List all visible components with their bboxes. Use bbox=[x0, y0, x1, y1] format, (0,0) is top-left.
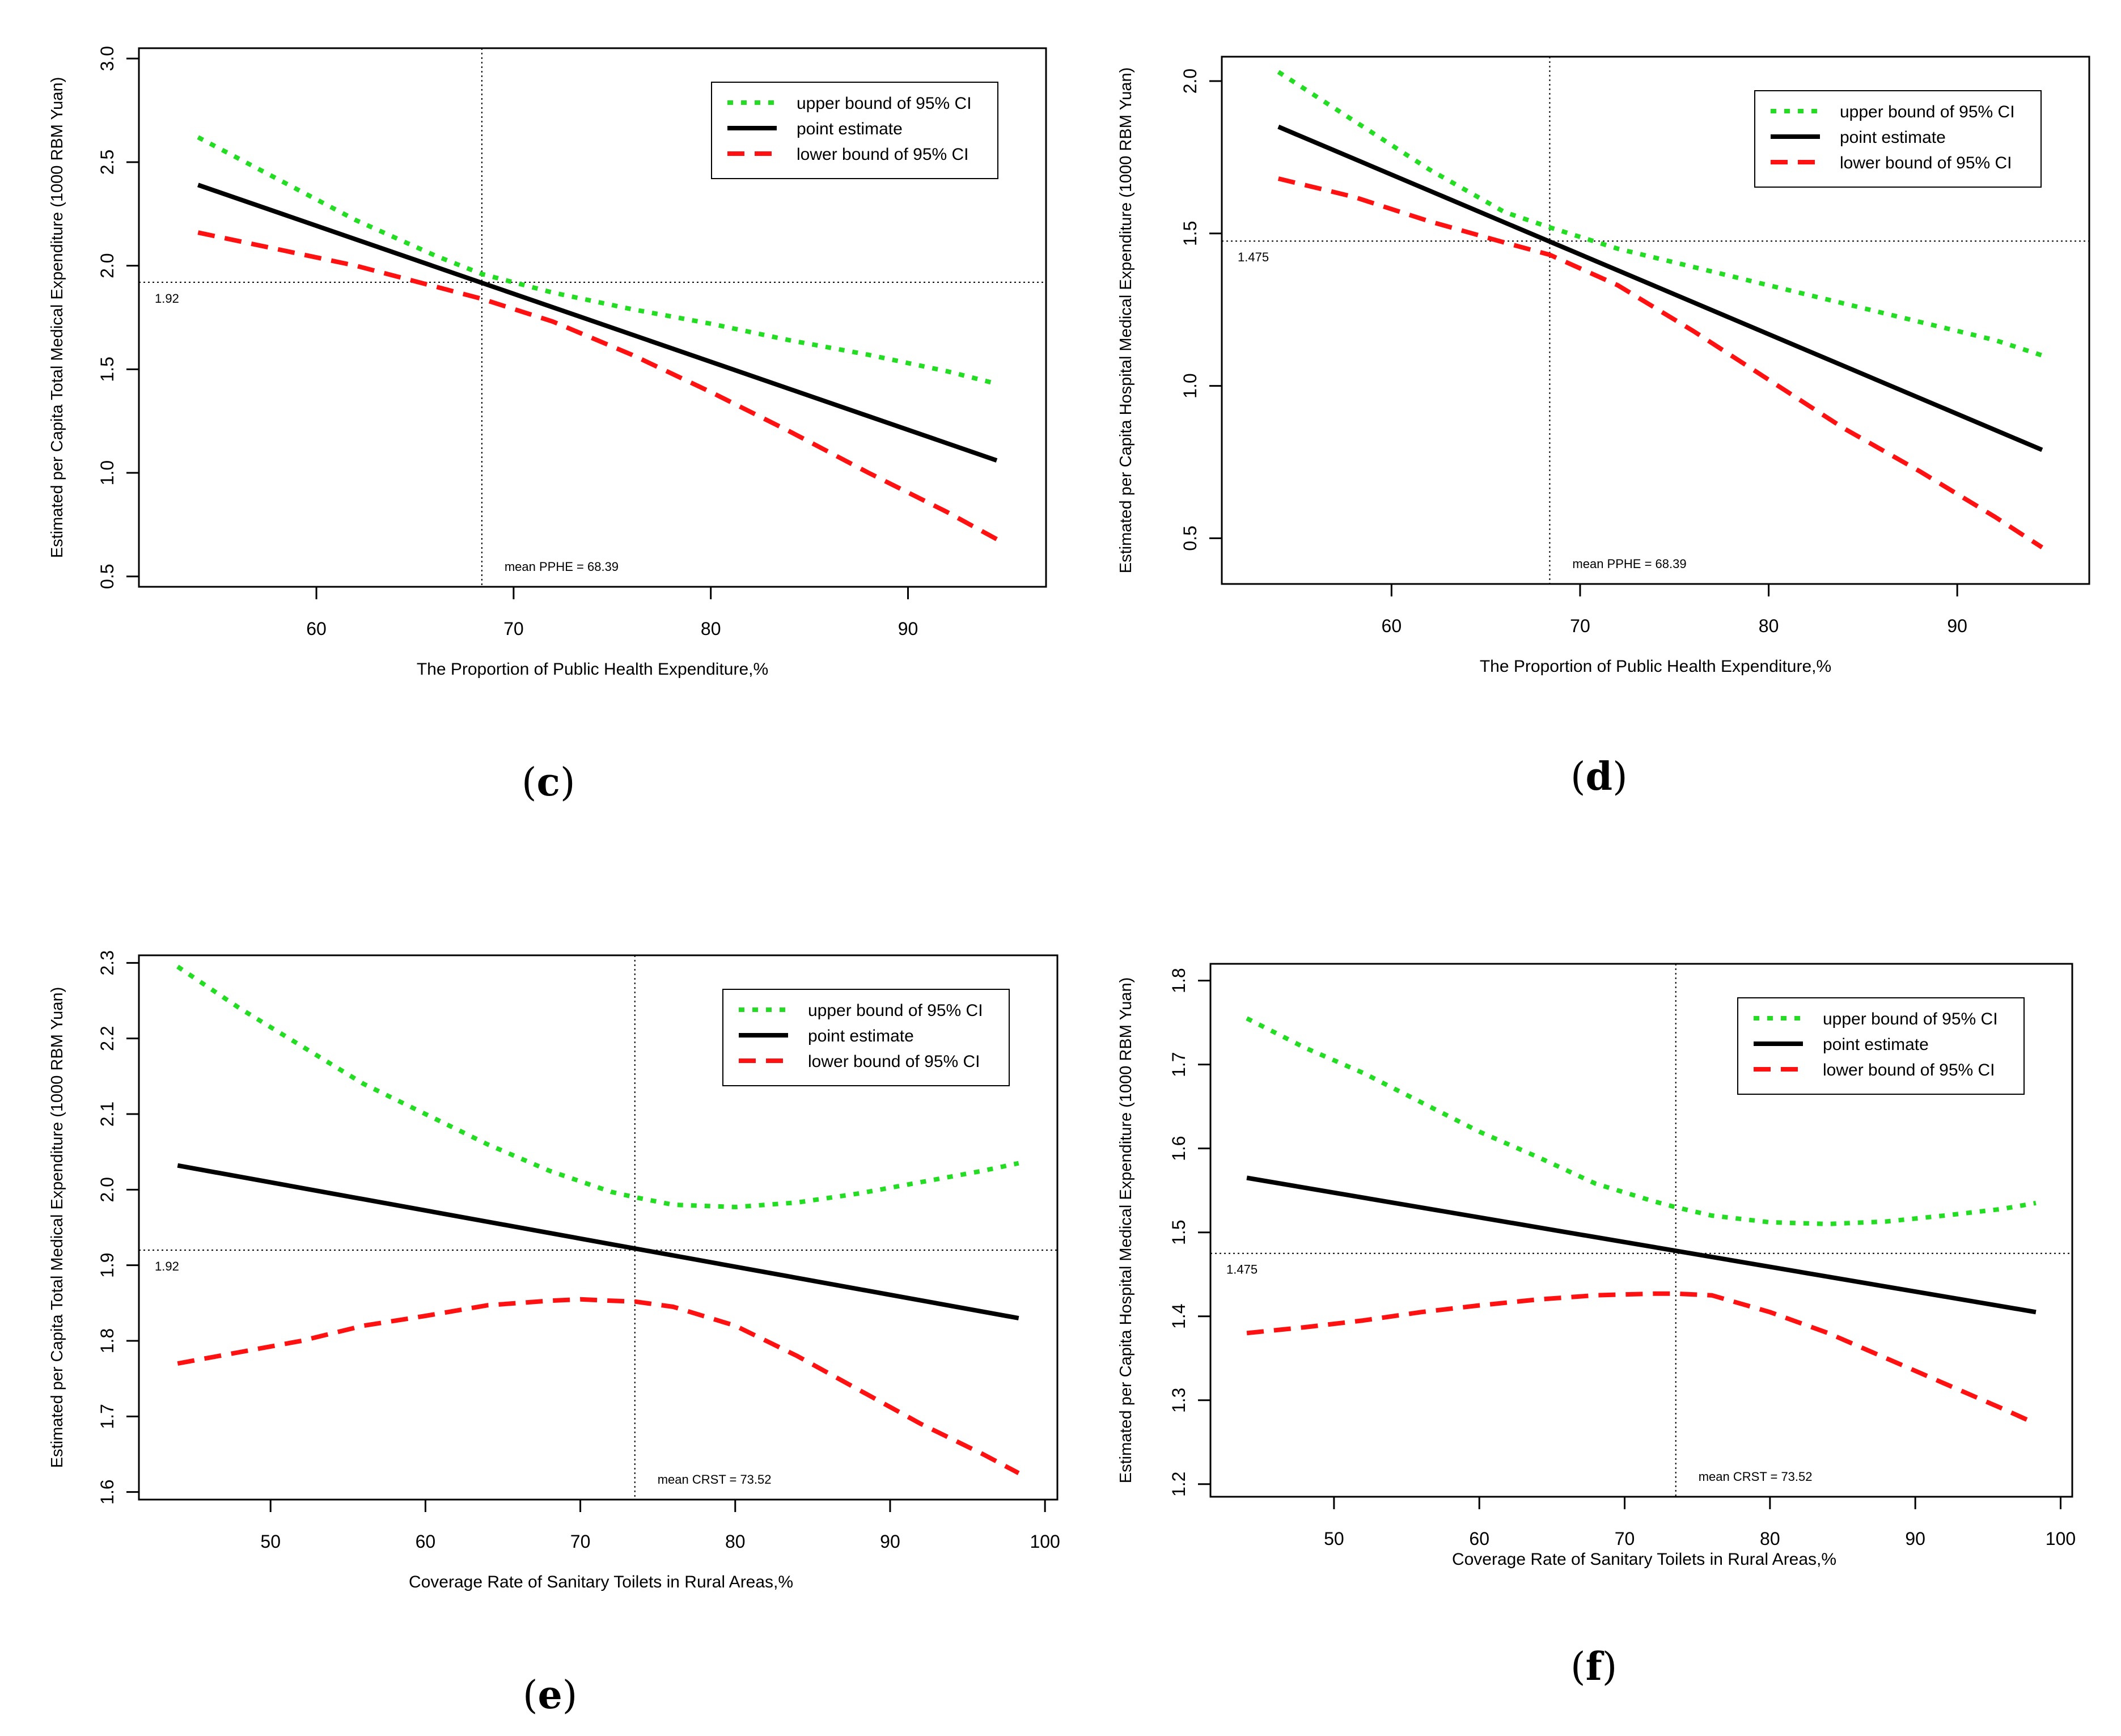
x-tick-label: 70 bbox=[1615, 1528, 1635, 1549]
x-tick-label: 90 bbox=[880, 1531, 900, 1552]
chart-d: 60 70 80 90 0.5 1.0 1.5 2.0 The Proportion of Pu… bbox=[1117, 56, 2090, 676]
value-reference-label: 1.92 bbox=[155, 1259, 179, 1273]
series-line-dotted bbox=[1246, 1016, 2037, 1226]
chart-f: 50 60 70 80 90 100 1.2 1.3 1.4 1.5 1.6 1.7 1.8 Covera… bbox=[1117, 963, 2076, 1569]
x-tick-label: 60 bbox=[306, 619, 327, 639]
y-tick-label: 1.3 bbox=[1169, 1388, 1189, 1413]
y-tick-label: 2.0 bbox=[97, 253, 117, 278]
y-tick-label: 1.8 bbox=[1169, 968, 1189, 993]
x-tick-label: 80 bbox=[725, 1531, 746, 1552]
legend-label: point estimate bbox=[797, 120, 903, 138]
x-axis-label: The Proportion of Public Health Expendit… bbox=[417, 660, 768, 679]
panel-label-f: (f) bbox=[1570, 1644, 1618, 1690]
y-tick-label: 1.7 bbox=[97, 1404, 117, 1429]
y-axis-label: Estimated per Capita Hospital Medical Ex… bbox=[1117, 977, 1135, 1484]
plot-frame bbox=[1209, 963, 2073, 1498]
y-tick-label: 2.5 bbox=[97, 150, 117, 175]
y-axis-label: Estimated per Capita Hospital Medical Ex… bbox=[1117, 67, 1135, 574]
y-tick-label: 1.7 bbox=[1169, 1052, 1189, 1077]
y-tick-label: 1.6 bbox=[1169, 1136, 1189, 1161]
series-line-dashed bbox=[1277, 176, 2043, 549]
y-tick-label: 2.0 bbox=[1180, 69, 1200, 94]
mean-reference-label: mean CRST = 73.52 bbox=[1699, 1470, 1813, 1484]
y-tick-label: 2.3 bbox=[97, 950, 117, 975]
y-tick-label: 1.5 bbox=[97, 357, 117, 382]
x-tick-label: 60 bbox=[416, 1531, 436, 1552]
series-line-dotted bbox=[1277, 70, 2043, 358]
x-axis-label: The Proportion of Public Health Expendit… bbox=[1480, 657, 1831, 676]
mean-reference-label: mean CRST = 73.52 bbox=[658, 1472, 772, 1487]
x-tick-label: 70 bbox=[503, 619, 524, 639]
legend-label: point estimate bbox=[1840, 128, 1946, 147]
mean-reference-label: mean PPHE = 68.39 bbox=[505, 560, 619, 574]
series-line-solid bbox=[1277, 124, 2043, 452]
series-line-solid bbox=[1246, 1175, 2037, 1315]
x-tick-label: 90 bbox=[898, 619, 918, 639]
panel-label-e: (e) bbox=[523, 1673, 578, 1718]
legend-label: lower bound of 95% CI bbox=[808, 1052, 980, 1071]
value-reference-label: 1.475 bbox=[1238, 250, 1269, 264]
x-axis-label: Coverage Rate of Sanitary Toilets in Rur… bbox=[1452, 1550, 1836, 1569]
value-reference-label: 1.92 bbox=[155, 291, 179, 306]
y-tick-label: 1.6 bbox=[97, 1479, 117, 1504]
legend-label: lower bound of 95% CI bbox=[1840, 154, 2012, 172]
legend-label: upper bound of 95% CI bbox=[1823, 1010, 1998, 1028]
y-tick-label: 1.8 bbox=[97, 1328, 117, 1353]
x-tick-label: 100 bbox=[1030, 1531, 1060, 1552]
x-tick-label: 70 bbox=[570, 1531, 591, 1552]
series-line-solid bbox=[177, 1163, 1019, 1320]
x-tick-label: 60 bbox=[1382, 616, 1402, 636]
plot-frame bbox=[138, 954, 1059, 1501]
x-tick-label: 50 bbox=[1324, 1528, 1344, 1549]
x-tick-label: 70 bbox=[1570, 616, 1590, 636]
series-line-dashed bbox=[197, 230, 998, 541]
y-tick-label: 3.0 bbox=[97, 46, 117, 71]
chart-c: 60 70 80 90 0.5 1.0 1.5 2.0 2.5 3.0 The Proportion… bbox=[48, 46, 1047, 679]
x-tick-label: 100 bbox=[2046, 1528, 2076, 1549]
y-tick-label: 2.1 bbox=[97, 1102, 117, 1127]
x-tick-label: 90 bbox=[1905, 1528, 1925, 1549]
y-tick-label: 1.2 bbox=[1169, 1472, 1189, 1497]
panel-label-d: (d) bbox=[1570, 754, 1628, 799]
series-line-solid bbox=[197, 183, 998, 463]
y-tick-label: 2.2 bbox=[97, 1026, 117, 1051]
x-tick-label: 80 bbox=[701, 619, 721, 639]
x-tick-label: 90 bbox=[1947, 616, 1967, 636]
legend-label: lower bound of 95% CI bbox=[797, 145, 969, 164]
mean-reference-label: mean PPHE = 68.39 bbox=[1572, 557, 1686, 571]
x-axis-label: Coverage Rate of Sanitary Toilets in Rur… bbox=[409, 1573, 793, 1591]
chart-e: 50 60 70 80 90 100 1.6 1.7 1.8 1.9 2.0 2.1 2.2 2.3 Cov… bbox=[48, 950, 1060, 1591]
x-tick-label: 50 bbox=[260, 1531, 281, 1552]
y-tick-label: 2.0 bbox=[97, 1177, 117, 1202]
y-tick-label: 1.5 bbox=[1180, 221, 1200, 246]
plot-frame bbox=[1221, 56, 2090, 585]
y-tick-label: 1.9 bbox=[97, 1252, 117, 1277]
y-axis-label: Estimated per Capita Total Medical Expen… bbox=[48, 987, 66, 1468]
x-tick-label: 60 bbox=[1469, 1528, 1489, 1549]
y-tick-label: 1.0 bbox=[1180, 373, 1200, 398]
legend-label: lower bound of 95% CI bbox=[1823, 1061, 1995, 1079]
legend-label: point estimate bbox=[1823, 1035, 1929, 1054]
panel-label-c: (c) bbox=[522, 760, 575, 805]
series-line-dotted bbox=[197, 135, 997, 386]
x-tick-label: 80 bbox=[1760, 1528, 1780, 1549]
y-tick-label: 1.4 bbox=[1169, 1303, 1189, 1328]
value-reference-label: 1.475 bbox=[1226, 1263, 1258, 1277]
legend-label: upper bound of 95% CI bbox=[808, 1001, 983, 1020]
y-tick-label: 1.0 bbox=[97, 460, 117, 485]
legend-label: point estimate bbox=[808, 1027, 914, 1045]
series-line-dashed bbox=[1246, 1291, 2037, 1426]
legend-label: upper bound of 95% CI bbox=[1840, 103, 2015, 121]
x-tick-label: 80 bbox=[1759, 616, 1779, 636]
y-tick-label: 0.5 bbox=[97, 564, 117, 588]
y-tick-label: 0.5 bbox=[1180, 526, 1200, 551]
plot-frame bbox=[138, 47, 1047, 588]
y-axis-label: Estimated per Capita Total Medical Expen… bbox=[48, 77, 66, 558]
legend-label: upper bound of 95% CI bbox=[797, 94, 972, 113]
series-line-dashed bbox=[177, 1297, 1020, 1475]
y-tick-label: 1.5 bbox=[1169, 1220, 1189, 1244]
